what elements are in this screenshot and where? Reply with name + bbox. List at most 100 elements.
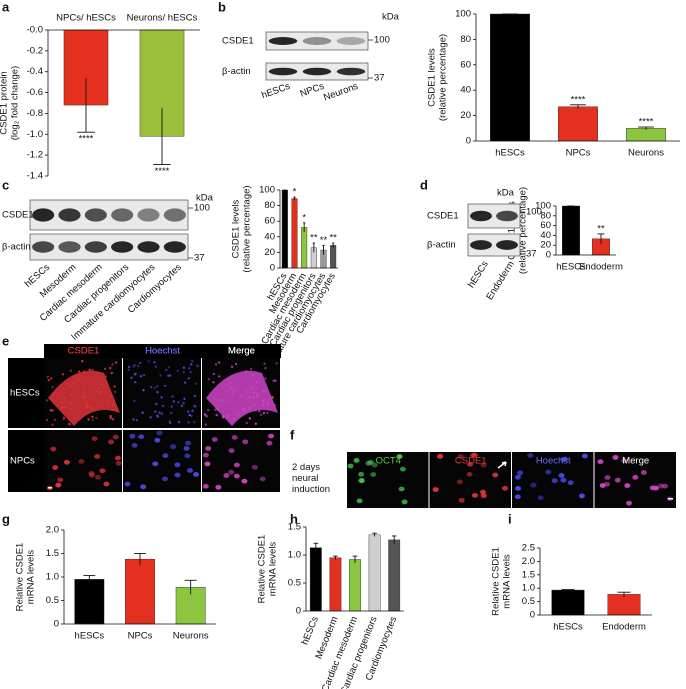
cell — [527, 453, 534, 458]
arrow — [497, 461, 507, 469]
cell — [177, 401, 180, 404]
cell — [91, 415, 94, 419]
bar — [301, 227, 308, 269]
cell — [581, 453, 588, 459]
cell — [222, 399, 225, 402]
blot-row-label: CSDE1 — [427, 211, 459, 222]
cell — [625, 500, 632, 506]
cell — [94, 454, 101, 459]
cell — [604, 475, 611, 480]
cell — [254, 422, 258, 425]
cell — [205, 446, 212, 451]
cell — [262, 389, 265, 393]
cell — [111, 418, 115, 421]
cell — [551, 478, 558, 484]
cell — [127, 365, 131, 369]
cell — [170, 411, 173, 415]
cell — [74, 374, 77, 378]
blot-band — [58, 208, 81, 222]
marker-label: 37 — [526, 249, 537, 260]
blot-band — [470, 240, 492, 250]
cell — [168, 374, 172, 377]
cell — [104, 375, 108, 378]
cell — [217, 361, 221, 364]
cell — [640, 470, 647, 475]
cell — [182, 370, 185, 374]
cell — [160, 412, 164, 415]
cell — [108, 439, 115, 445]
cell — [233, 462, 240, 468]
cell — [153, 386, 156, 389]
cell — [168, 421, 172, 424]
cell — [258, 410, 261, 413]
panel-letter: b — [218, 0, 226, 14]
lane-label: hESCs — [466, 259, 491, 290]
bar — [388, 539, 401, 612]
micrograph — [123, 358, 201, 428]
cell — [189, 370, 192, 374]
cell — [234, 362, 238, 366]
y-axis-label: Relative CSDE1 — [15, 543, 26, 612]
cell — [266, 411, 269, 415]
blot-band — [163, 208, 186, 222]
cell — [367, 460, 374, 465]
y-axis-label: CSDE1 levels — [427, 48, 438, 107]
cell — [255, 380, 258, 383]
cell — [99, 391, 102, 394]
column-header: Merge — [228, 346, 255, 357]
cell — [202, 452, 209, 458]
blot-band — [163, 241, 186, 253]
cell — [135, 419, 139, 422]
cell — [658, 483, 665, 489]
cell — [91, 436, 98, 442]
cell — [251, 464, 258, 470]
cell — [599, 483, 606, 488]
column-header: OCT4 — [376, 456, 401, 467]
cell — [52, 465, 59, 470]
x-tick-label: Neurons — [628, 148, 664, 159]
cell — [515, 485, 522, 491]
cell — [82, 392, 86, 395]
panel-letter: c — [2, 177, 9, 192]
blot-row-label: β-actin — [222, 66, 251, 77]
y-tick-label: 20 — [460, 110, 471, 121]
bar — [558, 106, 598, 142]
y-tick-label: -0.8 — [27, 108, 43, 119]
x-tick-label: NPCs — [566, 148, 591, 159]
blot-row-label: β-actin — [427, 240, 456, 251]
cell — [112, 434, 119, 440]
bar — [562, 205, 580, 256]
y-tick-label: 0 — [296, 606, 301, 617]
cell — [266, 403, 269, 406]
cell — [69, 393, 73, 397]
significance: **** — [639, 117, 654, 128]
bar — [626, 128, 666, 142]
cell — [213, 408, 217, 411]
cell — [212, 372, 215, 376]
cell — [251, 373, 255, 377]
x-tick-label: hESCs — [75, 631, 105, 642]
y-tick-label: 1.0 — [522, 583, 535, 594]
cell — [113, 390, 117, 394]
cell — [207, 378, 210, 381]
cell — [254, 409, 257, 412]
blot-strip — [467, 233, 521, 257]
cell — [492, 472, 499, 478]
cell — [266, 440, 273, 446]
blot-band — [111, 241, 134, 253]
row-label-box: 2 days neural induction — [292, 462, 330, 495]
y-tick-label: -1.2 — [27, 150, 43, 161]
cell — [99, 468, 106, 474]
cell — [51, 385, 54, 389]
cell — [222, 416, 225, 419]
y-axis-label: (relative percentage) — [518, 187, 529, 274]
cell — [358, 478, 365, 484]
bar — [125, 558, 155, 625]
cell — [225, 414, 229, 417]
marker-unit: kDa — [196, 193, 214, 204]
cell — [167, 366, 171, 369]
cell — [177, 420, 181, 424]
cell — [137, 364, 140, 368]
cell — [203, 413, 207, 416]
cell — [187, 468, 194, 473]
